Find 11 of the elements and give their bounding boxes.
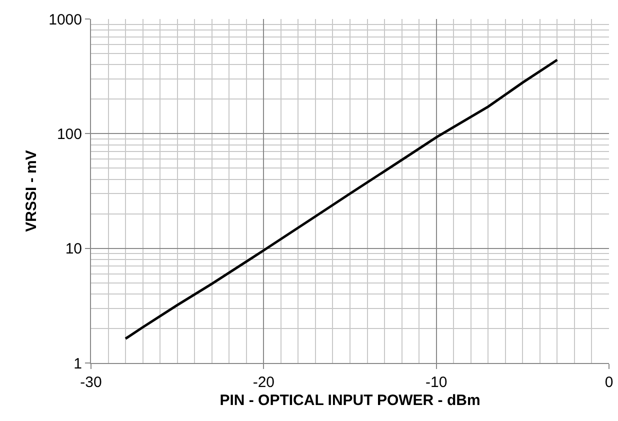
x-tick-label: -20 bbox=[252, 374, 275, 391]
line-series bbox=[124, 58, 558, 340]
x-tick-label: -10 bbox=[425, 374, 448, 391]
y-tick-label: 10 bbox=[65, 240, 82, 258]
y-tick-label: 100 bbox=[56, 126, 82, 143]
y-tick-label: 1000 bbox=[48, 11, 82, 28]
y-tick-label: 1 bbox=[74, 355, 82, 372]
x-tick-label: 0 bbox=[604, 374, 614, 391]
y-axis-title: VRSSI - mV bbox=[22, 150, 40, 232]
x-tick-label: -30 bbox=[80, 374, 102, 391]
x-axis-title: PIN - OPTICAL INPUT POWER - dBm bbox=[220, 392, 480, 409]
